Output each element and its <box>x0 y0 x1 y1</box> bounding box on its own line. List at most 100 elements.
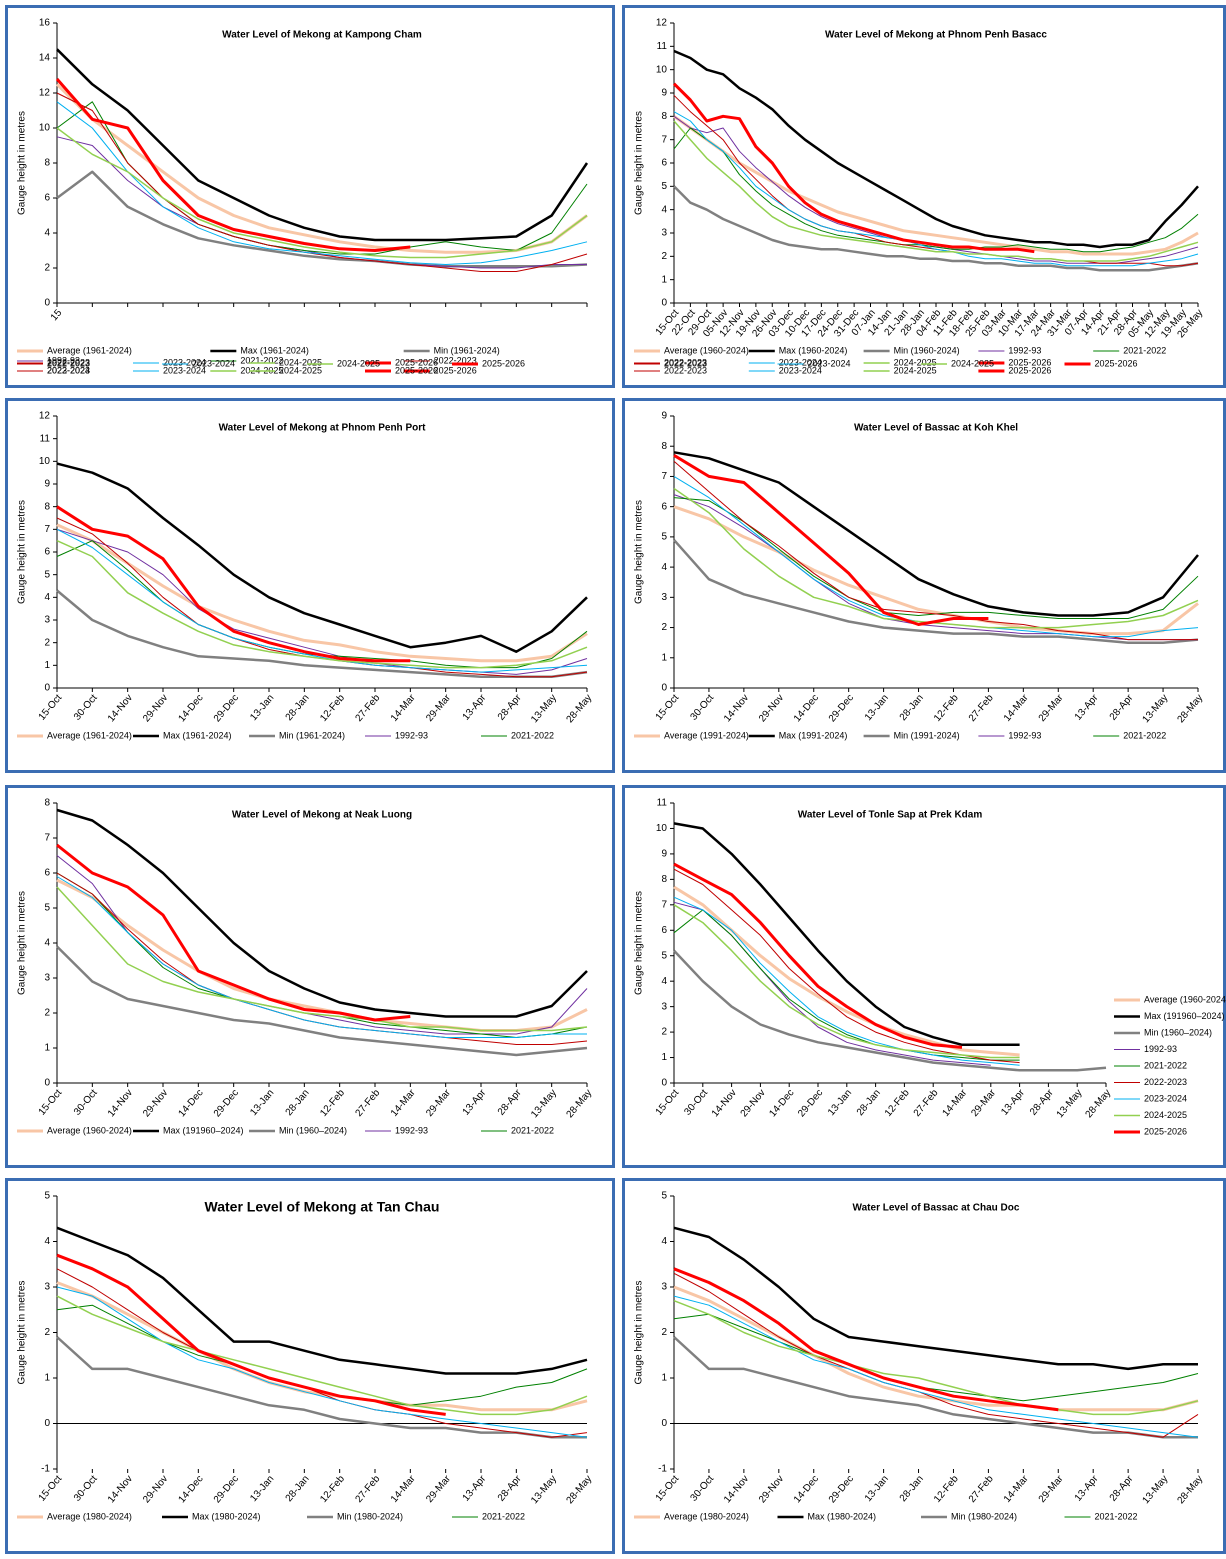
x-tick-label: 28-Jan <box>284 1088 312 1118</box>
legend-label: 2024-2025 <box>894 365 937 375</box>
x-tick-label: 29-Nov <box>141 693 170 725</box>
chart-panel: Water Level of Mekong at Phnom Penh Basa… <box>622 5 1226 388</box>
y-tick-label: 1 <box>661 652 667 663</box>
y-tick-label: 1 <box>44 660 50 671</box>
series-line <box>56 528 588 675</box>
y-tick-label: 2 <box>44 263 50 274</box>
x-tick-label: 14-Dec <box>176 1474 205 1506</box>
y-tick-label: 7 <box>44 524 50 535</box>
y-tick-label: 10 <box>39 123 51 134</box>
y-tick-label: 9 <box>661 411 667 422</box>
x-tick-label: 30-Oct <box>72 692 100 722</box>
legend-label: 2025-2026 <box>1095 358 1138 368</box>
panel-border <box>5 5 615 388</box>
y-axis-label: Gauge height in metres <box>634 1281 645 1385</box>
x-tick-label: 28-Apr <box>1108 692 1136 723</box>
chart-title: Water Level of Bassac at Chau Doc <box>853 1203 1020 1214</box>
y-tick-label: 2 <box>661 1327 667 1338</box>
legend-label: 2024-2025 <box>279 357 322 367</box>
legend-label: 2024-2025 <box>951 358 994 368</box>
chart-panel: Water Level of Mekong at Neak Luong Gauge… <box>5 365 615 1168</box>
legend-label: 2021-2022 <box>240 355 283 365</box>
x-tick-label: 15-Oct <box>37 1087 65 1117</box>
x-tick-label: 28-Apr <box>1028 1087 1056 1118</box>
legend-label: 2023-2024 <box>163 357 206 367</box>
legend-label: Min (1961-2024) <box>279 730 345 740</box>
series-line <box>56 886 588 1032</box>
legend-label: Min (1980-2024) <box>951 1511 1017 1521</box>
chart-title: Water Level of Mekong at Kampong Cham <box>222 30 422 41</box>
y-axis-label: Gauge height in metres <box>634 500 645 604</box>
series-line <box>673 505 1199 636</box>
y-tick-label: 12 <box>39 88 51 99</box>
y-tick-label: 1 <box>44 1043 50 1054</box>
y-tick-label: 8 <box>661 111 667 122</box>
legend-label: 2024-2025 <box>279 365 322 375</box>
legend-label: 2021-2022 <box>511 730 554 740</box>
y-tick-label: 6 <box>661 158 667 169</box>
legend-label: Average (1991-2024) <box>664 730 749 740</box>
series-line <box>56 1336 587 1439</box>
legend-label: Max (1980-2024) <box>808 1511 877 1521</box>
y-tick-label: 5 <box>661 1191 667 1202</box>
y-tick-label: 11 <box>657 41 668 52</box>
y-tick-label: 9 <box>661 88 667 99</box>
legend-label: 2022-2023 <box>434 355 477 365</box>
series-line <box>56 505 411 663</box>
y-tick-label: 6 <box>661 925 667 936</box>
x-tick-label: 13-Jan <box>248 1474 276 1504</box>
legend-label: 1992-93 <box>47 355 80 365</box>
legend-label: Min (1991-2024) <box>894 730 960 740</box>
legend-label: Average (1960-2024) <box>47 1125 132 1135</box>
y-tick-label: 7 <box>661 134 667 145</box>
x-tick-label: 28-Apr <box>496 692 524 723</box>
x-tick-label: 28-May <box>1083 1088 1113 1121</box>
x-tick-label: 13-May <box>529 693 559 726</box>
x-tick-label: 29-Mar <box>424 1087 453 1119</box>
x-tick-label: 13-Jan <box>863 693 891 723</box>
x-tick-label: 30-Oct <box>689 1473 717 1503</box>
series-line <box>56 589 588 678</box>
y-axis-label: Gauge height in metres <box>17 1281 28 1385</box>
y-tick-label: 7 <box>44 833 50 844</box>
series-line <box>673 127 1199 253</box>
x-tick-label: 29-Dec <box>212 1474 241 1506</box>
y-tick-label: 2 <box>44 637 50 648</box>
x-tick-label: 13-Jan <box>826 1088 854 1118</box>
y-tick-label: 6 <box>44 193 50 204</box>
x-tick-label: 14-Mar <box>389 692 418 724</box>
y-tick-label: 12 <box>656 18 668 29</box>
series-line <box>673 120 1199 262</box>
series-line <box>672 82 1035 254</box>
x-tick-label: 28-May <box>564 1088 594 1121</box>
series-line <box>673 949 1107 1072</box>
legend-label: 2025-2026 <box>434 365 477 375</box>
x-tick-label: 29-Mar <box>1037 692 1066 724</box>
legend-label: 1992-93 <box>395 730 428 740</box>
series-line <box>673 1272 1199 1438</box>
chart-title: Water Level of Mekong at Tan Chau <box>205 1199 440 1215</box>
series-line <box>56 1268 588 1438</box>
x-tick-label: 13-Jan <box>863 1474 891 1504</box>
series-line <box>56 170 588 268</box>
series-line <box>56 872 588 1045</box>
y-tick-label: 3 <box>661 1282 667 1293</box>
legend-label: 2021-2022 <box>1123 345 1166 355</box>
x-tick-label: 28-Apr <box>496 1473 524 1504</box>
legend-label: Min (1960–2024) <box>279 1125 347 1135</box>
legend-label: Max (1960-2024) <box>779 345 848 355</box>
y-tick-label: 4 <box>661 562 667 573</box>
series-line <box>56 843 411 1022</box>
legend-label: 2021-2022 <box>1095 1511 1138 1521</box>
x-tick-label: 14-Mar <box>389 1473 418 1505</box>
chart-panel: Water Level of Bassac at Chau Doc Gauge h… <box>622 358 1226 1554</box>
x-tick-label: 13-Apr <box>461 1473 489 1504</box>
x-tick-label: 29-Nov <box>739 1088 768 1120</box>
x-tick-label: 27-Feb <box>354 1473 383 1505</box>
series-line <box>673 497 1199 619</box>
y-tick-label: 5 <box>44 569 50 580</box>
y-tick-label: 4 <box>661 204 667 215</box>
y-tick-label: 11 <box>40 433 51 444</box>
series-line <box>673 868 1020 1064</box>
y-tick-label: 2 <box>661 1027 667 1038</box>
